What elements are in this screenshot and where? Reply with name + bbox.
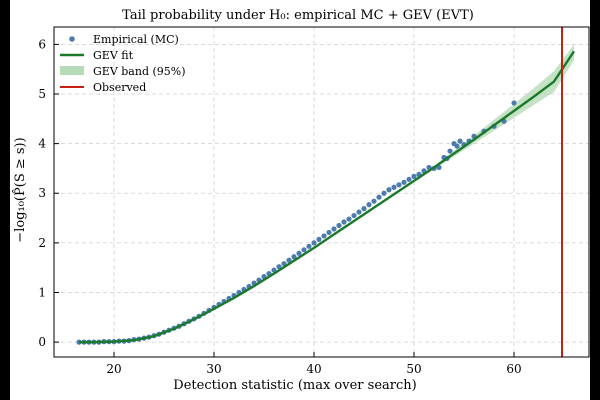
empirical-point bbox=[301, 247, 307, 253]
empirical-point bbox=[391, 184, 397, 190]
legend: Empirical (MC) GEV fit GEV band (95%) Obser… bbox=[60, 33, 186, 94]
legend-label: Observed bbox=[93, 81, 146, 94]
empirical-point bbox=[401, 179, 407, 185]
empirical-point bbox=[361, 206, 367, 212]
empirical-point bbox=[376, 194, 382, 200]
legend-marker-empirical bbox=[69, 36, 75, 42]
empirical-point bbox=[286, 257, 292, 263]
legend-label: Empirical (MC) bbox=[93, 33, 179, 46]
empirical-point bbox=[356, 209, 362, 215]
empirical-point bbox=[306, 243, 312, 249]
empirical-point bbox=[341, 219, 347, 225]
empirical-point bbox=[321, 233, 327, 239]
y-tick-label: 1 bbox=[38, 285, 46, 299]
x-axis-label: Detection statistic (max over search) bbox=[173, 378, 416, 393]
empirical-point bbox=[316, 236, 322, 242]
legend-marker-gev-band bbox=[60, 66, 84, 75]
empirical-point bbox=[366, 202, 372, 208]
gev-band bbox=[414, 44, 574, 183]
chart-title: Tail probability under H₀: empirical MC … bbox=[122, 8, 474, 23]
plot-frame bbox=[53, 26, 590, 358]
y-tick-label: 2 bbox=[38, 236, 46, 250]
empirical-point bbox=[454, 143, 460, 149]
empirical-point bbox=[351, 212, 357, 219]
x-tick-label: 20 bbox=[106, 362, 121, 376]
x-tick-label: 30 bbox=[206, 362, 221, 376]
x-tick-label: 60 bbox=[506, 362, 521, 376]
y-tick-label: 0 bbox=[38, 335, 46, 349]
axis-ticks: 20 30 40 50 60 0 1 2 3 4 5 6 bbox=[38, 37, 521, 376]
empirical-point bbox=[396, 182, 402, 188]
legend-label: GEV fit bbox=[93, 49, 134, 62]
x-tick-label: 50 bbox=[406, 362, 421, 376]
empirical-point bbox=[326, 229, 332, 236]
empirical-point bbox=[457, 138, 463, 144]
gev-band-layer bbox=[414, 44, 574, 183]
y-tick-label: 5 bbox=[38, 87, 46, 101]
empirical-point bbox=[411, 173, 417, 179]
empirical-point bbox=[346, 216, 352, 222]
empirical-point bbox=[447, 148, 453, 154]
empirical-point bbox=[296, 250, 302, 256]
chart-svg: Tail probability under H₀: empirical MC … bbox=[12, 8, 590, 393]
empirical-point bbox=[311, 240, 317, 246]
empirical-point bbox=[291, 254, 297, 260]
empirical-point bbox=[381, 190, 387, 196]
empirical-point bbox=[371, 198, 377, 204]
empirical-point bbox=[406, 176, 412, 182]
x-tick-label: 40 bbox=[306, 362, 321, 376]
y-axis-label: −log₁₀(P̂(S ≥ s)) bbox=[12, 137, 28, 242]
y-tick-label: 4 bbox=[38, 137, 46, 151]
empirical-point bbox=[511, 100, 517, 106]
empirical-point bbox=[336, 222, 342, 229]
empirical-points-layer bbox=[76, 100, 517, 345]
gev-fit-line bbox=[79, 50, 576, 344]
empirical-point bbox=[386, 187, 392, 193]
legend-label: GEV band (95%) bbox=[93, 65, 186, 78]
empirical-point bbox=[276, 264, 282, 270]
gev-fit-layer bbox=[79, 50, 576, 344]
y-tick-label: 3 bbox=[38, 186, 46, 200]
empirical-point bbox=[331, 226, 337, 232]
chart-figure: Tail probability under H₀: empirical MC … bbox=[10, 0, 590, 400]
y-tick-label: 6 bbox=[38, 37, 46, 51]
